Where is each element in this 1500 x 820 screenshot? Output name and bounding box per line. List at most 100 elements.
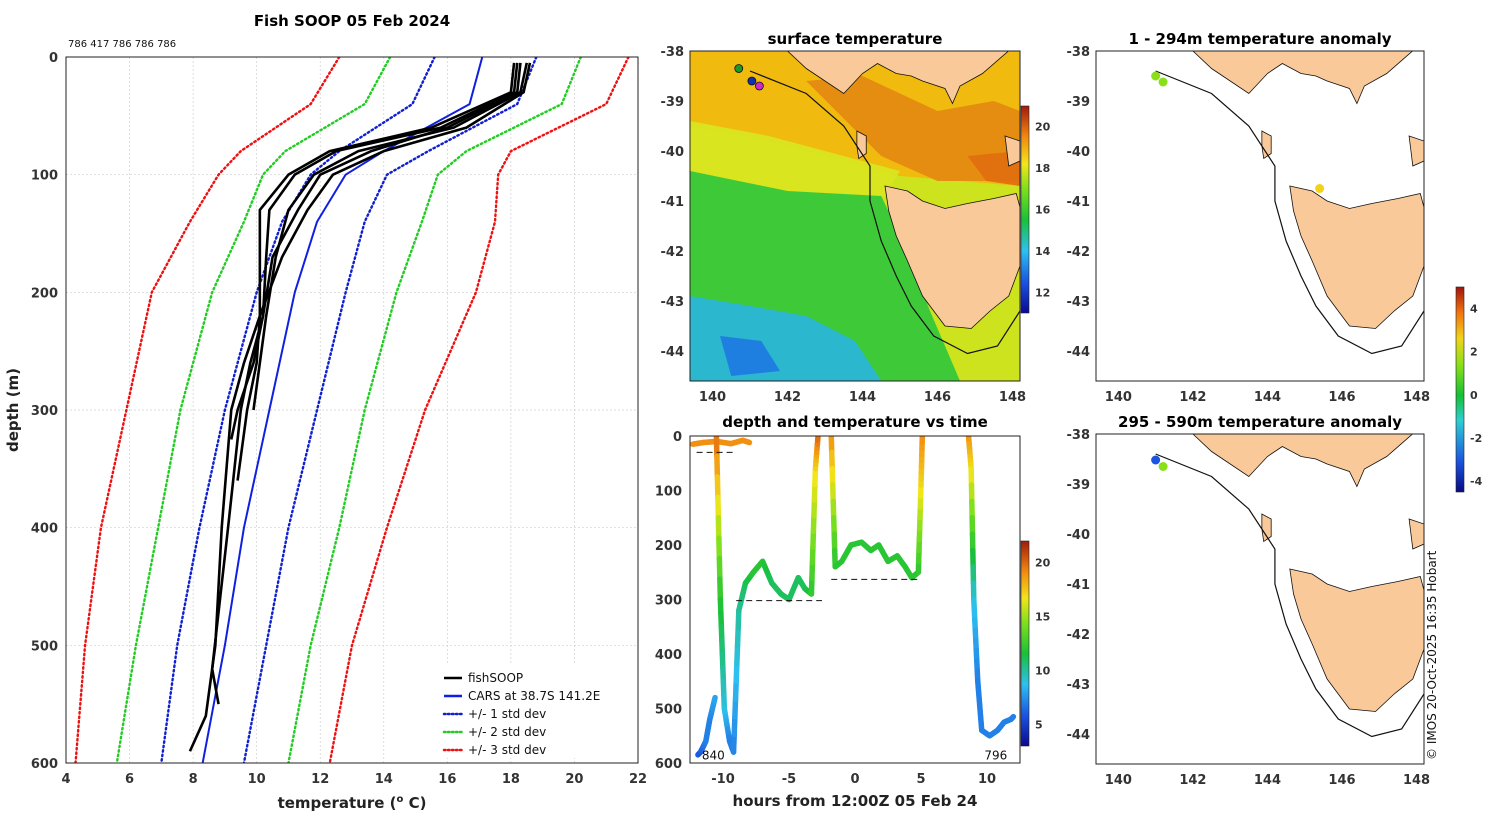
anomaly-marker [1151,455,1161,465]
anomaly-marker [1158,77,1168,87]
profile-series [115,57,392,763]
x-tick-label: 14 [375,772,393,787]
legend-label: +/- 3 std dev [468,743,546,757]
profile-frame [65,56,639,764]
lon-tick-label: 148 [999,390,1026,405]
time-tick-label: -5 [782,772,796,787]
depth-track-segment [731,713,738,738]
anomaly-upper-title: 1 - 294m temperature anomaly [1128,30,1391,48]
lat-tick-label: -43 [1067,295,1091,310]
lat-tick-label: -42 [661,245,685,260]
sst-title: surface temperature [768,30,943,48]
depth-time-colorbar-tick: 15 [1035,611,1050,624]
profile-lines [74,57,630,763]
lon-tick-label: 142 [1179,390,1206,405]
anomaly-lower-title: 295 - 590m temperature anomaly [1118,413,1402,431]
lat-tick-label: -41 [1067,578,1091,593]
depth-track-segment [735,607,742,631]
lon-tick-label: 142 [774,390,801,405]
legend-label: CARS at 38.7S 141.2E [468,689,600,703]
depth-track-segment [734,625,741,649]
flinders-island-land [1004,135,1020,167]
lon-tick-label: 148 [1403,773,1430,788]
depth-time-colorbar-tick: 10 [1035,664,1051,677]
shelf-contour [749,70,1020,355]
sst-band [967,151,1020,186]
depth-time-colorbar [1020,540,1030,747]
depth-tick-label: 200 [655,539,682,554]
cast-count-label: 840 [702,749,725,763]
profile-series [236,62,516,481]
x-tick-label: 12 [311,772,329,787]
depth-tracks [690,436,1017,758]
profile-ylabel: depth (m) [4,368,22,452]
sst-colorbar [1020,105,1030,314]
depth-tick-label: 600 [655,757,682,772]
legend-label: +/- 1 std dev [468,707,546,721]
profile-series [160,57,436,763]
legend-box [436,664,632,758]
tasmania-land [884,185,1020,329]
y-tick-label: 400 [31,522,58,537]
sst-colorbar-tick: 16 [1035,204,1051,217]
time-tick-label: 5 [916,772,925,787]
depth-tick-label: 300 [655,594,682,609]
credit-text: © IMOS 20-Oct-2025 16:35 Hobart [1425,550,1439,760]
depth-track-segment [732,696,739,720]
x-tick-label: 18 [502,772,520,787]
lon-tick-label: 144 [1254,773,1281,788]
victoria-land [1192,434,1424,488]
x-tick-label: 10 [248,772,266,787]
lat-tick-label: -44 [661,345,685,360]
profile-series [328,57,630,763]
time-tick-label: 0 [850,772,859,787]
sst-colorbar-tick: 12 [1035,286,1050,299]
y-tick-label: 300 [31,404,58,419]
lat-tick-label: -43 [661,295,685,310]
anomaly-colorbar-tick: -2 [1470,432,1482,445]
lat-tick-label: -40 [1067,145,1091,160]
anomaly-colorbar-tick: 0 [1470,389,1478,402]
lat-tick-label: -38 [661,45,685,60]
profile-xlabel-text: temperature [278,794,385,812]
shelf-contour [1155,453,1424,738]
lat-tick-label: -42 [1067,245,1091,260]
degree-mark: o [396,794,403,805]
y-tick-label: 0 [49,51,58,66]
profile-series [229,62,519,440]
depth-time-xlabel: hours from 12:00Z 05 Feb 24 [733,792,978,810]
king-island-land [856,130,867,160]
sst-band [806,76,1020,181]
x-tick-label: 20 [565,772,583,787]
king-island-land [1261,513,1272,543]
map-frame [689,50,1021,382]
legend-label: +/- 2 std dev [468,725,546,739]
depth-track-segment [734,643,741,667]
map-frame [1095,50,1425,382]
y-tick-label: 600 [31,757,58,772]
sst-colorbar-tick: 18 [1035,162,1050,175]
sst-band [690,121,900,201]
depth-time-title: depth and temperature vs time [722,413,988,431]
depth-track-segment [733,660,740,684]
map-content [1151,51,1424,355]
lon-tick-label: 140 [1105,773,1132,788]
lon-tick-label: 146 [924,390,951,405]
victoria-land [1192,51,1424,105]
profile-series [210,62,522,705]
anomaly-marker [1158,462,1168,471]
fishing-location-marker [734,64,744,73]
anomaly-colorbar-tick: 4 [1470,303,1478,316]
fishing-location-marker [754,81,764,91]
profile-series [242,57,538,763]
header-counts: 786 417 786 786 786 [68,39,176,50]
anomaly-colorbar [1455,286,1465,493]
sst-colorbar-tick: 20 [1035,121,1051,134]
victoria-land [786,51,1020,105]
map-frame [1095,433,1425,765]
depth-tick-label: 0 [673,430,682,445]
anomaly-colorbar-tick: 2 [1470,346,1478,359]
lat-tick-label: -43 [1067,678,1091,693]
anomaly-marker [1315,184,1325,193]
